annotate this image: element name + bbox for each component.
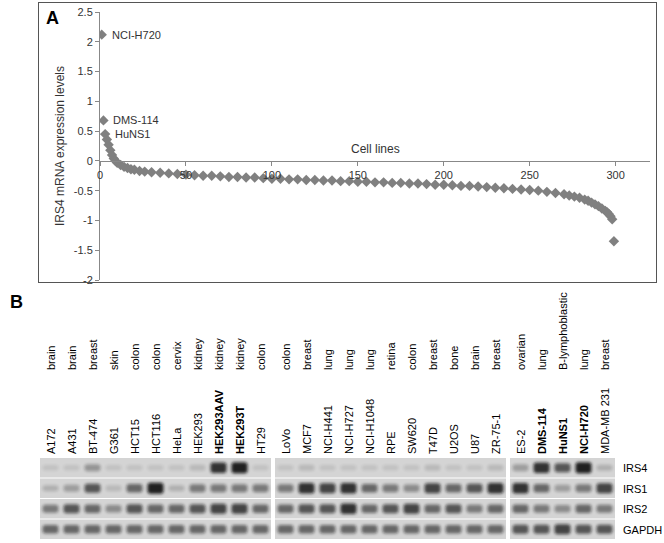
svg-text:breast: breast bbox=[599, 339, 611, 370]
svg-text:brain: brain bbox=[469, 346, 481, 370]
svg-text:IRS4: IRS4 bbox=[623, 462, 647, 474]
svg-text:NCI-H1048: NCI-H1048 bbox=[364, 399, 376, 454]
svg-text:NCI-H720: NCI-H720 bbox=[112, 29, 161, 41]
svg-text:lung: lung bbox=[343, 349, 355, 370]
svg-text:A431: A431 bbox=[66, 428, 78, 454]
svg-text:lung: lung bbox=[364, 349, 376, 370]
svg-text:HuNS1: HuNS1 bbox=[115, 128, 150, 140]
svg-text:retina: retina bbox=[385, 342, 397, 370]
svg-text:0.5: 0.5 bbox=[78, 125, 93, 137]
svg-text:100: 100 bbox=[263, 169, 281, 181]
svg-text:NCI-H727: NCI-H727 bbox=[343, 405, 355, 454]
svg-text:HEK293AAV: HEK293AAV bbox=[213, 389, 225, 454]
svg-text:150: 150 bbox=[349, 169, 367, 181]
svg-text:RPE: RPE bbox=[385, 431, 397, 454]
svg-text:NCI-H441: NCI-H441 bbox=[322, 405, 334, 454]
svg-text:Cell lines: Cell lines bbox=[351, 142, 400, 156]
svg-text:HuNS1: HuNS1 bbox=[557, 418, 569, 454]
svg-text:0: 0 bbox=[87, 155, 93, 167]
svg-text:HEK293: HEK293 bbox=[192, 413, 204, 454]
svg-text:0: 0 bbox=[97, 169, 103, 181]
svg-text:colon: colon bbox=[150, 344, 162, 370]
svg-text:colon: colon bbox=[129, 344, 141, 370]
svg-text:A172: A172 bbox=[45, 428, 57, 454]
svg-text:NCI-H720: NCI-H720 bbox=[578, 405, 590, 454]
svg-text:HCT116: HCT116 bbox=[150, 414, 162, 454]
svg-text:IRS2: IRS2 bbox=[623, 503, 647, 515]
svg-text:MCF7: MCF7 bbox=[301, 424, 313, 454]
svg-text:U2OS: U2OS bbox=[448, 424, 460, 454]
svg-text:B-lymphoblastic: B-lymphoblastic bbox=[557, 292, 569, 370]
svg-text:IRS4 mRNA expression levels: IRS4 mRNA expression levels bbox=[53, 66, 67, 226]
svg-text:2.5: 2.5 bbox=[78, 6, 93, 18]
svg-text:HCT15: HCT15 bbox=[129, 419, 141, 454]
svg-text:250: 250 bbox=[521, 169, 539, 181]
svg-text:brain: brain bbox=[45, 346, 57, 370]
svg-text:GAPDH: GAPDH bbox=[623, 524, 662, 536]
svg-text:-2: -2 bbox=[83, 274, 93, 286]
svg-text:1.5: 1.5 bbox=[78, 65, 93, 77]
svg-text:skin: skin bbox=[108, 350, 120, 370]
svg-text:HEK293T: HEK293T bbox=[234, 405, 246, 454]
svg-text:SW620: SW620 bbox=[406, 418, 418, 454]
svg-text:bone: bone bbox=[448, 346, 460, 370]
svg-text:50: 50 bbox=[180, 169, 192, 181]
svg-text:breast: breast bbox=[301, 339, 313, 370]
svg-text:LoVo: LoVo bbox=[280, 429, 292, 454]
svg-text:MDA-MB 231: MDA-MB 231 bbox=[599, 388, 611, 454]
svg-text:colon: colon bbox=[280, 344, 292, 370]
svg-text:2: 2 bbox=[87, 36, 93, 48]
svg-text:DMS-114: DMS-114 bbox=[536, 407, 548, 454]
svg-text:lung: lung bbox=[322, 349, 334, 370]
svg-text:HeLa: HeLa bbox=[171, 427, 183, 454]
svg-text:U87: U87 bbox=[469, 434, 481, 454]
html-text:A: A bbox=[46, 8, 59, 28]
svg-text:kidney: kidney bbox=[192, 338, 204, 370]
svg-text:lung: lung bbox=[578, 349, 590, 370]
svg-text:colon: colon bbox=[255, 344, 267, 370]
svg-text:300: 300 bbox=[606, 169, 624, 181]
svg-text:BT-474: BT-474 bbox=[87, 419, 99, 454]
svg-text:colon: colon bbox=[406, 344, 418, 370]
svg-text:-1.5: -1.5 bbox=[74, 244, 93, 256]
svg-text:1: 1 bbox=[87, 95, 93, 107]
svg-text:DMS-114: DMS-114 bbox=[113, 114, 159, 126]
svg-text:lung: lung bbox=[536, 349, 548, 370]
svg-text:200: 200 bbox=[435, 169, 453, 181]
svg-text:breast: breast bbox=[87, 339, 99, 370]
svg-text:cervix: cervix bbox=[171, 341, 183, 370]
svg-text:ZR-75-1: ZR-75-1 bbox=[490, 414, 502, 454]
svg-text:-0.5: -0.5 bbox=[74, 185, 93, 197]
svg-text:breast: breast bbox=[490, 339, 502, 370]
svg-text:kidney: kidney bbox=[213, 338, 225, 370]
svg-text:G361: G361 bbox=[108, 427, 120, 454]
svg-text:HT29: HT29 bbox=[255, 427, 267, 454]
svg-text:T47D: T47D bbox=[427, 427, 439, 454]
svg-text:IRS1: IRS1 bbox=[623, 483, 647, 495]
svg-text:ovarian: ovarian bbox=[515, 334, 527, 370]
svg-text:brain: brain bbox=[66, 346, 78, 370]
svg-text:kidney: kidney bbox=[234, 338, 246, 370]
svg-text:ES-2: ES-2 bbox=[515, 430, 527, 454]
html-text:B: B bbox=[10, 292, 23, 312]
svg-text:-1: -1 bbox=[83, 214, 93, 226]
svg-text:breast: breast bbox=[427, 339, 439, 370]
